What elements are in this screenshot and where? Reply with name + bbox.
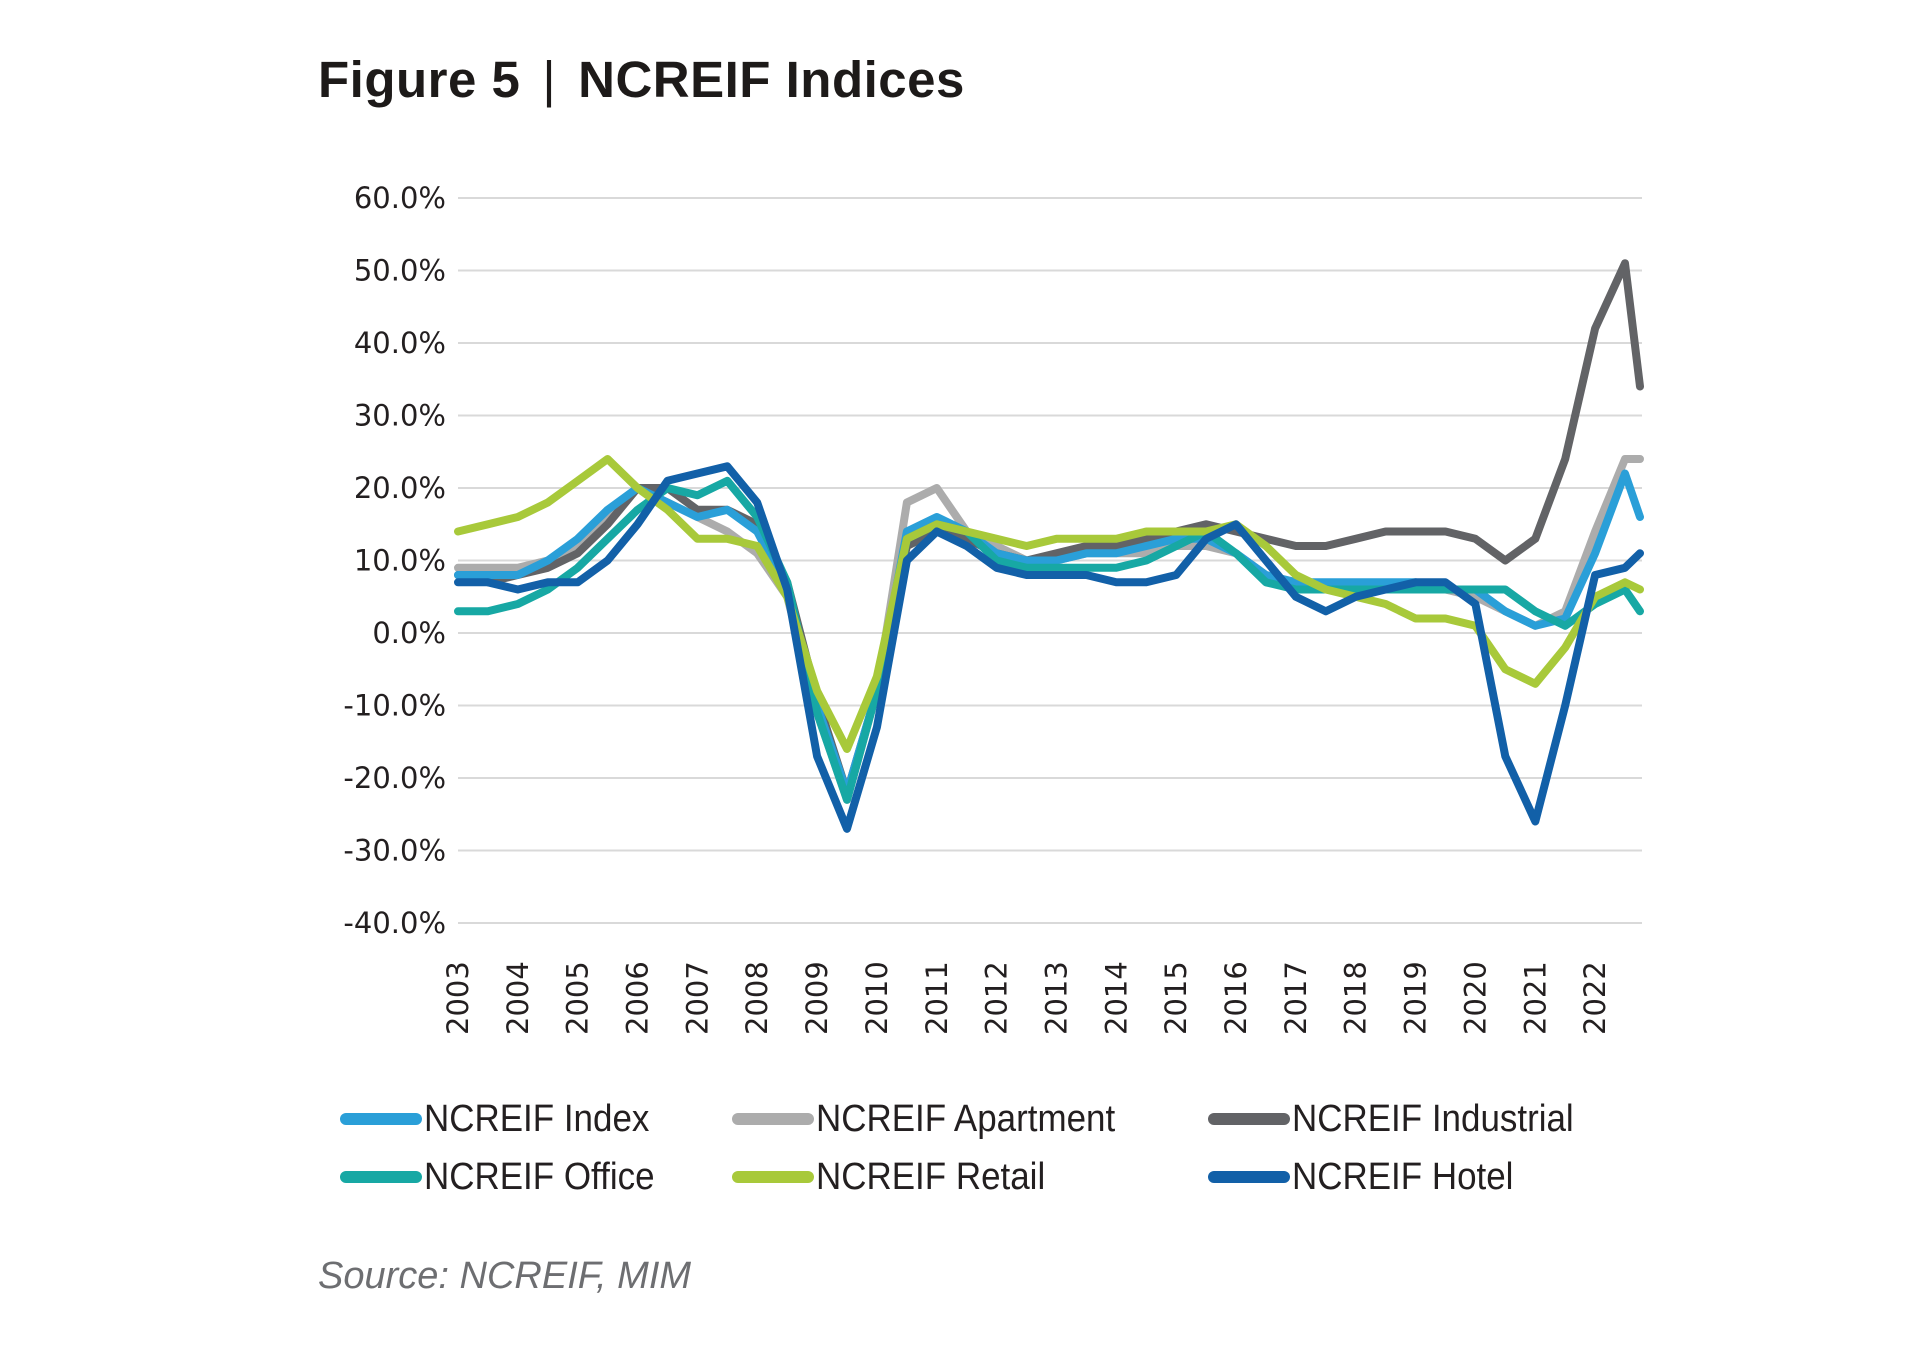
legend-item: NCREIF Office [340,1156,732,1198]
legend-item: NCREIF Apartment [732,1098,1208,1140]
legend-item: NCREIF Hotel [1208,1156,1628,1198]
x-tick-label: 2022 [1578,961,1612,1035]
y-tick-label: 30.0% [354,399,446,433]
series-line-ncreif-industrial [454,259,1644,797]
y-tick-label: -30.0% [343,834,446,868]
series-line-ncreif-hotel [454,462,1644,833]
x-tick-label: 2020 [1458,961,1492,1035]
y-tick-label: 20.0% [354,471,446,505]
x-tick-label: 2019 [1399,961,1433,1035]
legend-item: NCREIF Index [340,1098,732,1140]
x-tick-label: 2011 [920,961,954,1035]
x-tick-label: 2021 [1518,961,1552,1035]
legend-swatch [1208,1113,1290,1125]
y-tick-label: 40.0% [354,326,446,360]
series-line-ncreif-retail [454,455,1644,753]
gridlines [458,197,1642,924]
source-note: Source: NCREIF, MIM [318,1255,692,1297]
y-tick-label: 60.0% [354,181,446,215]
y-axis-ticks: 60.0% 50.0% 40.0% 30.0% 20.0% 10.0% 0.0% -10.0%… [343,181,446,940]
y-tick-label: 10.0% [354,544,446,578]
x-tick-label: 2012 [980,961,1014,1035]
x-tick-label: 2014 [1099,961,1133,1035]
series-lines [454,259,1644,833]
x-tick-label: 2010 [860,961,894,1035]
legend-swatch [340,1171,422,1183]
legend-label: NCREIF Index [424,1097,650,1140]
legend-label: NCREIF Industrial [1292,1097,1574,1140]
chart-title: Figure 5 | NCREIF Indices [318,50,965,109]
x-tick-label: 2007 [680,961,714,1035]
figure-number: Figure 5 [318,51,521,108]
legend-label: NCREIF Hotel [1292,1155,1514,1198]
legend-item: NCREIF Retail [732,1156,1208,1198]
x-tick-label: 2003 [441,961,475,1035]
legend-item: NCREIF Industrial [1208,1098,1628,1140]
x-tick-label: 2017 [1279,961,1313,1035]
title-separator: | [542,51,557,108]
x-tick-label: 2013 [1039,961,1073,1035]
x-tick-label: 2005 [561,961,595,1035]
legend-label: NCREIF Retail [816,1155,1046,1198]
legend-swatch [732,1113,814,1125]
legend-swatch [340,1113,422,1125]
y-tick-label: 0.0% [372,616,446,650]
legend-label: NCREIF Office [424,1155,655,1198]
x-tick-label: 2004 [501,961,535,1035]
x-tick-label: 2018 [1339,961,1373,1035]
y-tick-label: -10.0% [343,689,446,723]
y-tick-label: 50.0% [354,254,446,288]
x-tick-label: 2016 [1219,961,1253,1035]
legend: NCREIF Index NCREIF Apartment NCREIF Indus… [340,1098,1670,1198]
x-tick-label: 2008 [740,961,774,1035]
y-tick-label: -20.0% [343,761,446,795]
legend-swatch [1208,1171,1290,1183]
y-tick-label: -40.0% [343,906,446,940]
x-tick-label: 2009 [800,961,834,1035]
x-tick-label: 2006 [621,961,655,1035]
legend-label: NCREIF Apartment [816,1097,1116,1140]
figure-name: NCREIF Indices [578,51,965,108]
line-chart: 60.0% 50.0% 40.0% 30.0% 20.0% 10.0% 0.0% -10.0%… [343,181,1644,1035]
x-tick-label: 2015 [1159,961,1193,1035]
x-axis-ticks: 2003 2004 2005 2006 2007 2008 2009 2010 2011 2012… [441,961,1612,1035]
legend-swatch [732,1171,814,1183]
